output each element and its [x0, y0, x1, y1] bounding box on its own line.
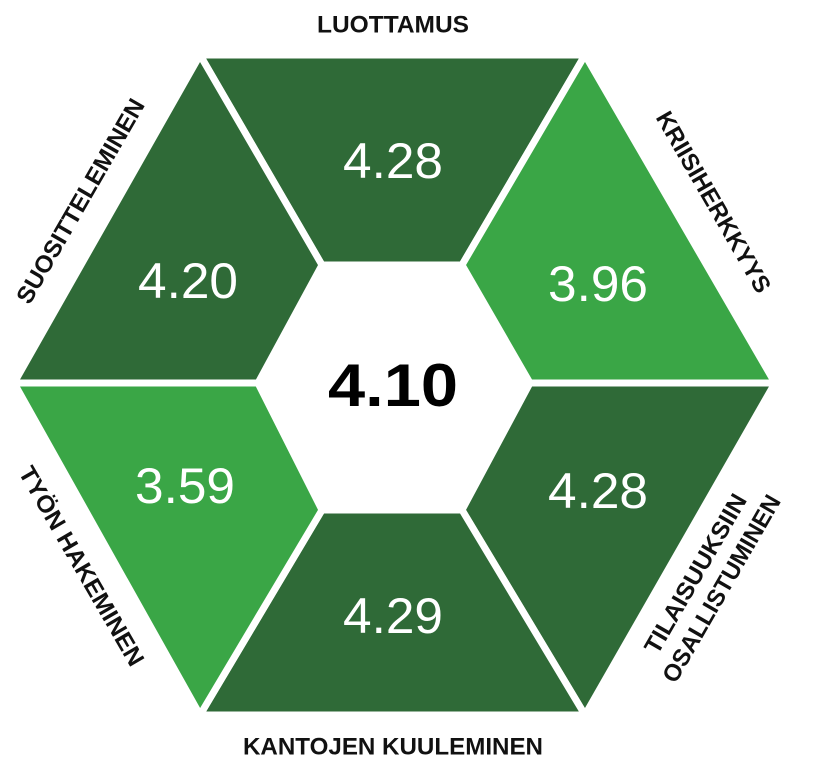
segment-value: 3.59	[135, 458, 235, 514]
segment	[7, 47, 327, 387]
segment-value: 4.28	[343, 133, 443, 189]
center-value: 4.10	[328, 352, 458, 419]
segment-value: 4.29	[343, 588, 443, 644]
segment-label: LUOTTAMUS	[317, 11, 469, 38]
segment-label: KANTOJEN KUULEMINEN	[243, 733, 543, 760]
segments	[7, 47, 782, 722]
segment-value: 3.96	[548, 256, 648, 312]
segment-value: 4.28	[548, 463, 648, 519]
segment-value: 4.20	[138, 253, 238, 309]
